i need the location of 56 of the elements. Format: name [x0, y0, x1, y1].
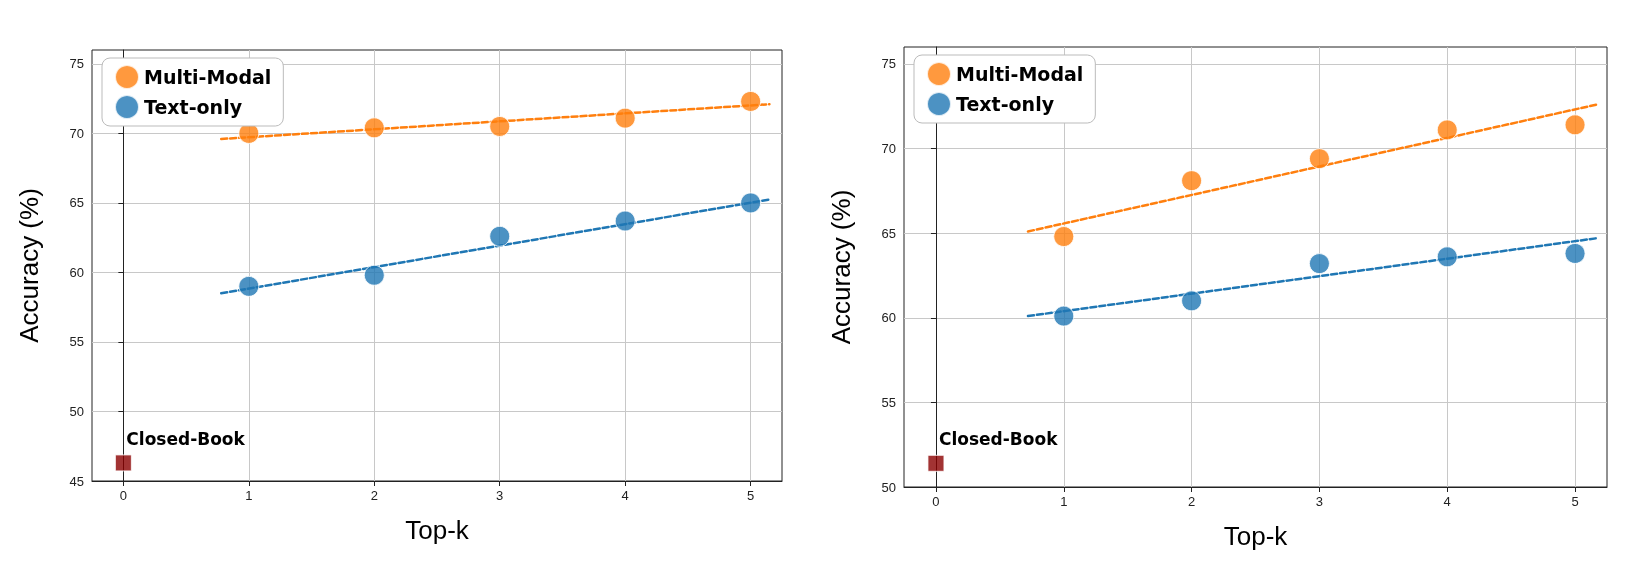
- x-axis-title: Top-k: [405, 515, 470, 545]
- x-tick-label: 1: [245, 488, 253, 503]
- point: [489, 225, 511, 247]
- x-tick-label: 0: [119, 488, 127, 503]
- y-tick-label: 55: [881, 394, 896, 410]
- y-axis-title: Accuracy (%): [826, 189, 856, 345]
- point: [1564, 114, 1586, 136]
- point: [238, 275, 260, 297]
- point: [363, 117, 385, 139]
- x-tick-label: 5: [747, 488, 755, 503]
- point: [614, 210, 636, 232]
- x-tick-label: 2: [1187, 494, 1196, 509]
- x-tick-label: 2: [370, 488, 378, 503]
- point: [1436, 119, 1458, 141]
- y-tick-label: 75: [881, 56, 896, 72]
- annotation: Closed-Book: [126, 428, 246, 449]
- point: [114, 454, 132, 472]
- point: [363, 264, 385, 286]
- point: [740, 192, 762, 214]
- y-tick-label: 70: [69, 125, 84, 141]
- y-tick-label: 60: [69, 264, 84, 280]
- x-tick-label: 4: [621, 488, 629, 503]
- legend-label: Multi-Modal: [956, 63, 1084, 85]
- x-tick-label: 3: [1315, 494, 1324, 509]
- y-tick-label: 70: [881, 141, 896, 157]
- x-tick-label: 1: [1060, 494, 1068, 509]
- point: [927, 454, 945, 472]
- point: [1308, 148, 1330, 170]
- point: [1308, 253, 1330, 275]
- point: [740, 90, 762, 112]
- point: [489, 115, 511, 137]
- y-tick-label: 65: [881, 225, 896, 241]
- point: [1053, 226, 1075, 248]
- annotation: Closed-Book: [938, 429, 1059, 450]
- point: [1181, 290, 1203, 312]
- y-tick-label: 50: [881, 479, 896, 495]
- legend-label: Multi-Modal: [144, 66, 272, 88]
- x-tick-label: 3: [496, 488, 504, 503]
- point: [1053, 305, 1075, 327]
- y-tick-label: 45: [69, 473, 84, 489]
- point: [1181, 170, 1203, 192]
- point: [1564, 242, 1586, 264]
- y-tick-label: 50: [69, 403, 84, 419]
- y-tick-label: 65: [69, 195, 84, 211]
- y-tick-label: 75: [69, 56, 84, 72]
- x-axis-title: Top-k: [1223, 521, 1289, 551]
- y-tick-label: 55: [69, 334, 84, 350]
- y-axis-title: Accuracy (%): [14, 188, 44, 343]
- x-tick-label: 5: [1571, 494, 1579, 509]
- x-tick-label: 0: [932, 494, 940, 509]
- point: [1436, 246, 1458, 268]
- y-tick-label: 60: [881, 310, 896, 326]
- legend-label: Text-only: [144, 96, 243, 118]
- point: [614, 107, 636, 129]
- x-tick-label: 4: [1443, 494, 1451, 509]
- legend-label: Text-only: [956, 93, 1055, 115]
